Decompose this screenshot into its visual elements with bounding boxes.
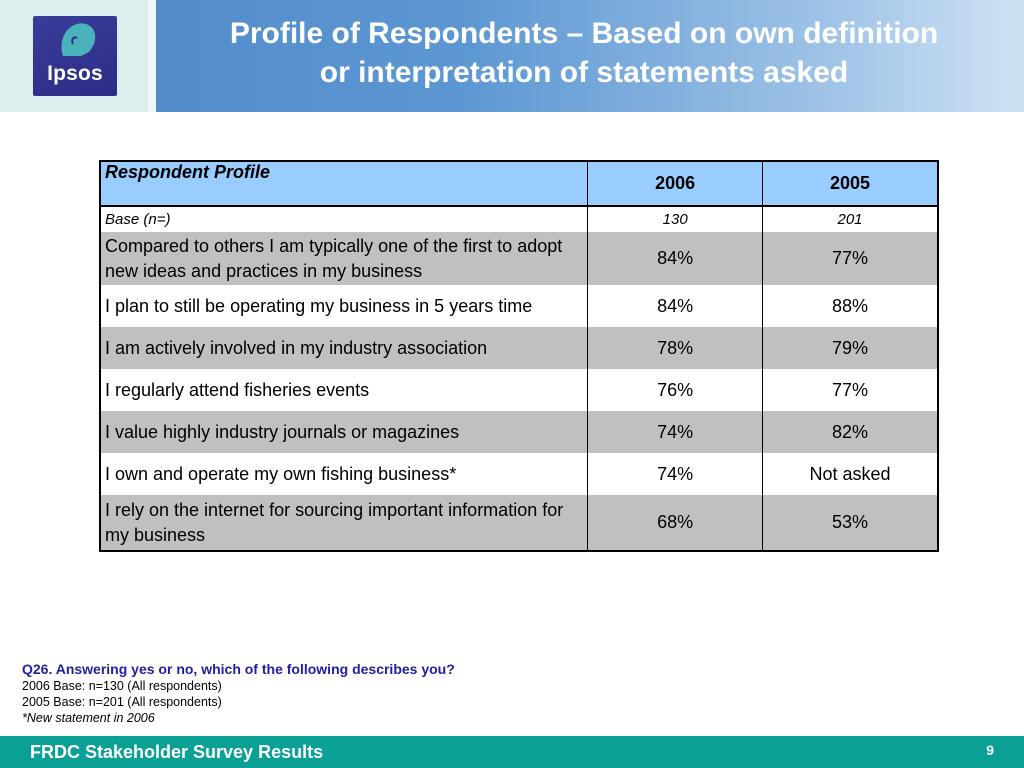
footer-title: FRDC Stakeholder Survey Results xyxy=(30,742,324,762)
footnote: Q26. Answering yes or no, which of the f… xyxy=(22,660,782,726)
table-row: I regularly attend fisheries events 76% … xyxy=(99,369,939,411)
base-2006-note: 2006 Base: n=130 (All respondents) xyxy=(22,679,222,693)
ipsos-logo: Ipsos xyxy=(33,16,117,96)
title-line-1: Profile of Respondents – Based on own de… xyxy=(229,17,939,50)
logo-divider xyxy=(148,0,156,112)
head-silhouette-icon xyxy=(61,23,96,56)
base-2005: 201 xyxy=(762,206,939,232)
table-row: Compared to others I am typically one of… xyxy=(99,232,939,285)
table-row: I own and operate my own fishing busines… xyxy=(99,453,939,495)
logo-text: Ipsos xyxy=(47,62,103,85)
header-respondent-profile: Respondent Profile xyxy=(99,161,589,207)
row-value-2006: 74% xyxy=(587,411,764,453)
table-row: I am actively involved in my industry as… xyxy=(99,327,939,369)
question-text: Q26. Answering yes or no, which of the f… xyxy=(22,661,455,677)
row-value-2006: 68% xyxy=(587,495,764,551)
row-value-2006: 74% xyxy=(587,453,764,495)
row-value-2005: Not asked xyxy=(762,453,939,495)
table-header-row: Respondent Profile 2006 2005 xyxy=(99,161,939,207)
row-label: I rely on the internet for sourcing impo… xyxy=(99,495,589,551)
table-row: I plan to still be operating my business… xyxy=(99,285,939,327)
footer-bar: FRDC Stakeholder Survey Results 9 xyxy=(0,736,1024,768)
table-row: I rely on the internet for sourcing impo… xyxy=(99,495,939,551)
row-value-2005: 53% xyxy=(762,495,939,551)
row-label: I value highly industry journals or maga… xyxy=(99,411,589,453)
logo-panel: Ipsos xyxy=(0,0,148,112)
row-value-2006: 84% xyxy=(587,285,764,327)
row-label: I own and operate my own fishing busines… xyxy=(99,453,589,495)
header-2006: 2006 xyxy=(587,161,764,207)
row-value-2005: 88% xyxy=(762,285,939,327)
row-value-2005: 82% xyxy=(762,411,939,453)
row-label: I am actively involved in my industry as… xyxy=(99,327,589,369)
base-2005-note: 2005 Base: n=201 (All respondents) xyxy=(22,695,222,709)
row-value-2005: 79% xyxy=(762,327,939,369)
row-value-2006: 84% xyxy=(587,232,764,285)
base-label: Base (n=) xyxy=(99,206,589,232)
row-label: I plan to still be operating my business… xyxy=(99,285,589,327)
base-2006: 130 xyxy=(587,206,764,232)
respondent-profile-table: Respondent Profile 2006 2005 Base (n=) 1… xyxy=(99,160,939,552)
title-line-2: or interpretation of statements asked xyxy=(319,56,849,89)
table-row: I value highly industry journals or maga… xyxy=(99,411,939,453)
row-value-2005: 77% xyxy=(762,232,939,285)
header-2005: 2005 xyxy=(762,161,939,207)
row-value-2006: 76% xyxy=(587,369,764,411)
row-value-2006: 78% xyxy=(587,327,764,369)
base-row: Base (n=) 130 201 xyxy=(99,206,939,232)
row-value-2005: 77% xyxy=(762,369,939,411)
new-statement-note: *New statement in 2006 xyxy=(22,711,155,725)
page-title: Profile of Respondents – Based on own de… xyxy=(160,14,1008,92)
header-banner: Ipsos Profile of Respondents – Based on … xyxy=(0,0,1024,112)
row-label: Compared to others I am typically one of… xyxy=(99,232,589,285)
row-label: I regularly attend fisheries events xyxy=(99,369,589,411)
page-number: 9 xyxy=(986,742,994,758)
